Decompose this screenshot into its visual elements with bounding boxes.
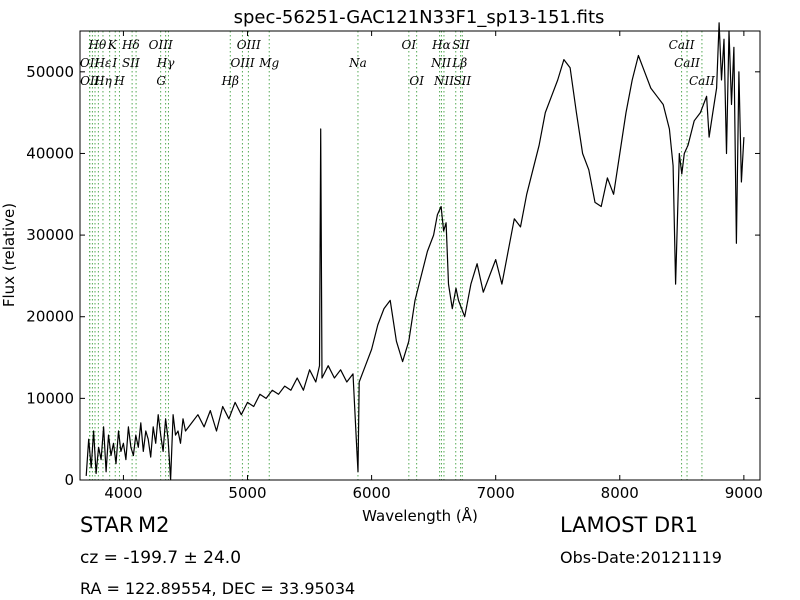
x-axis-ticks: 4000 5000 6000 7000 8000 9000 xyxy=(104,31,763,502)
x-tick-label: 9000 xyxy=(725,484,763,502)
redshift-cz: cz = -199.7 ± 24.0 xyxy=(80,548,242,568)
line-label: Lβ xyxy=(451,56,467,70)
object-subclass: M2 xyxy=(138,513,170,537)
x-tick-label: 5000 xyxy=(228,484,266,502)
line-label: Na xyxy=(348,56,367,70)
y-tick-label: 20000 xyxy=(26,308,74,326)
plot-frame xyxy=(79,30,761,481)
line-label: Hθ xyxy=(88,38,107,52)
line-label: CaII xyxy=(689,74,715,88)
x-tick-label: 8000 xyxy=(601,484,639,502)
line-label: Hη xyxy=(93,74,112,88)
x-tick-label: 7000 xyxy=(477,484,515,502)
line-label: NII xyxy=(433,74,454,88)
line-label: K xyxy=(107,38,118,52)
line-label: OI xyxy=(409,74,424,88)
line-label: Hδ xyxy=(121,38,140,52)
spectrum-line xyxy=(85,22,745,481)
ra-dec-coordinates: RA = 122.89554, DEC = 33.95034 xyxy=(80,579,356,598)
line-label: G xyxy=(156,74,166,88)
y-tick-label: 30000 xyxy=(26,226,74,244)
line-label: OI xyxy=(402,38,417,52)
line-label: CaII xyxy=(669,38,695,52)
x-axis-label: Wavelength (Å) xyxy=(362,506,478,525)
line-label: OIII xyxy=(237,38,261,52)
line-label: H xyxy=(113,74,125,88)
line-label: SII xyxy=(452,38,470,52)
y-axis-ticks: 0 10000 20000 30000 40000 50000 xyxy=(26,63,760,489)
line-label: Hα xyxy=(431,38,451,52)
object-class: STAR xyxy=(80,513,134,537)
x-tick-label: 6000 xyxy=(353,484,391,502)
x-tick-label: 4000 xyxy=(104,484,142,502)
y-tick-label: 10000 xyxy=(26,389,74,407)
line-label: Hε xyxy=(94,56,112,70)
line-label: I xyxy=(111,56,117,70)
line-label: OIII xyxy=(231,56,255,70)
spectrum-series xyxy=(85,22,745,481)
y-tick-label: 40000 xyxy=(26,144,74,162)
line-label: Mg xyxy=(258,56,279,70)
line-label: NII xyxy=(430,56,451,70)
line-label: Hγ xyxy=(156,56,175,70)
chart-title: spec-56251-GAC121N33F1_sp13-151.fits xyxy=(234,7,605,28)
observation-date: Obs-Date:20121119 xyxy=(560,548,722,567)
line-label: Hβ xyxy=(221,74,239,88)
line-label: CaII xyxy=(674,56,700,70)
survey-name: LAMOST DR1 xyxy=(560,513,699,537)
y-axis-label: Flux (relative) xyxy=(0,203,18,307)
line-label: OII xyxy=(80,74,100,88)
emission-line-markers xyxy=(89,31,703,480)
line-label: SII xyxy=(453,74,471,88)
line-label: OIII xyxy=(149,38,173,52)
y-tick-label: 0 xyxy=(64,471,74,489)
line-label: SII xyxy=(122,56,140,70)
y-tick-label: 50000 xyxy=(26,63,74,81)
line-label: OII xyxy=(80,56,100,70)
